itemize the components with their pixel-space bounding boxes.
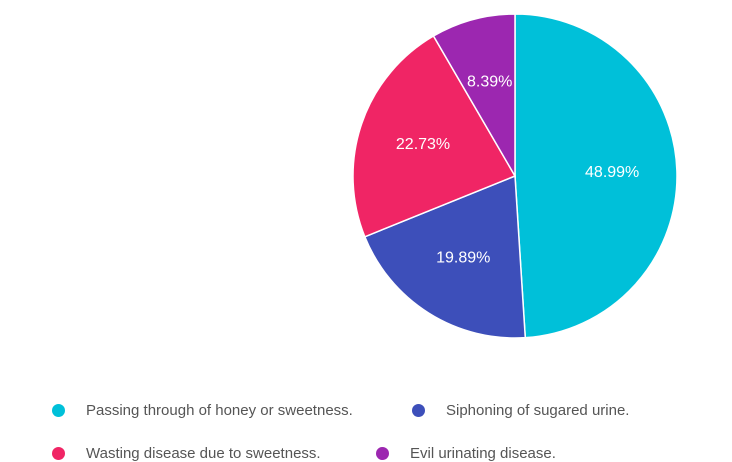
slice-value-label: 19.89%	[436, 249, 490, 266]
legend-marker	[376, 447, 389, 460]
legend-label: Evil urinating disease.	[410, 445, 556, 462]
slice-value-label: 22.73%	[396, 136, 450, 153]
legend-label: Passing through of honey or sweetness.	[86, 402, 353, 419]
legend-label: Wasting disease due to sweetness.	[86, 445, 321, 462]
pie-slice[interactable]	[363, 174, 527, 339]
slice-value-label: 48.99%	[585, 164, 639, 181]
legend-item-wasting-disease[interactable]: Wasting disease due to sweetness.	[52, 445, 321, 462]
pie-slice[interactable]	[352, 34, 517, 238]
legend-item-evil-urinating[interactable]: Evil urinating disease.	[376, 445, 556, 462]
pie-slice[interactable]	[432, 13, 516, 179]
pie-slice[interactable]	[514, 13, 678, 339]
legend-item-siphoning[interactable]: Siphoning of sugared urine.	[412, 402, 629, 419]
pie-value-labels: 48.99% 19.89% 22.73% 8.39%	[396, 73, 639, 266]
legend-marker	[52, 404, 65, 417]
slice-value-label: 8.39%	[467, 73, 512, 90]
pie-slices	[352, 13, 678, 339]
legend-label: Siphoning of sugared urine.	[446, 402, 630, 419]
legend-marker	[412, 404, 425, 417]
legend-marker	[52, 447, 65, 460]
legend-item-passing-through[interactable]: Passing through of honey or sweetness.	[52, 402, 353, 419]
